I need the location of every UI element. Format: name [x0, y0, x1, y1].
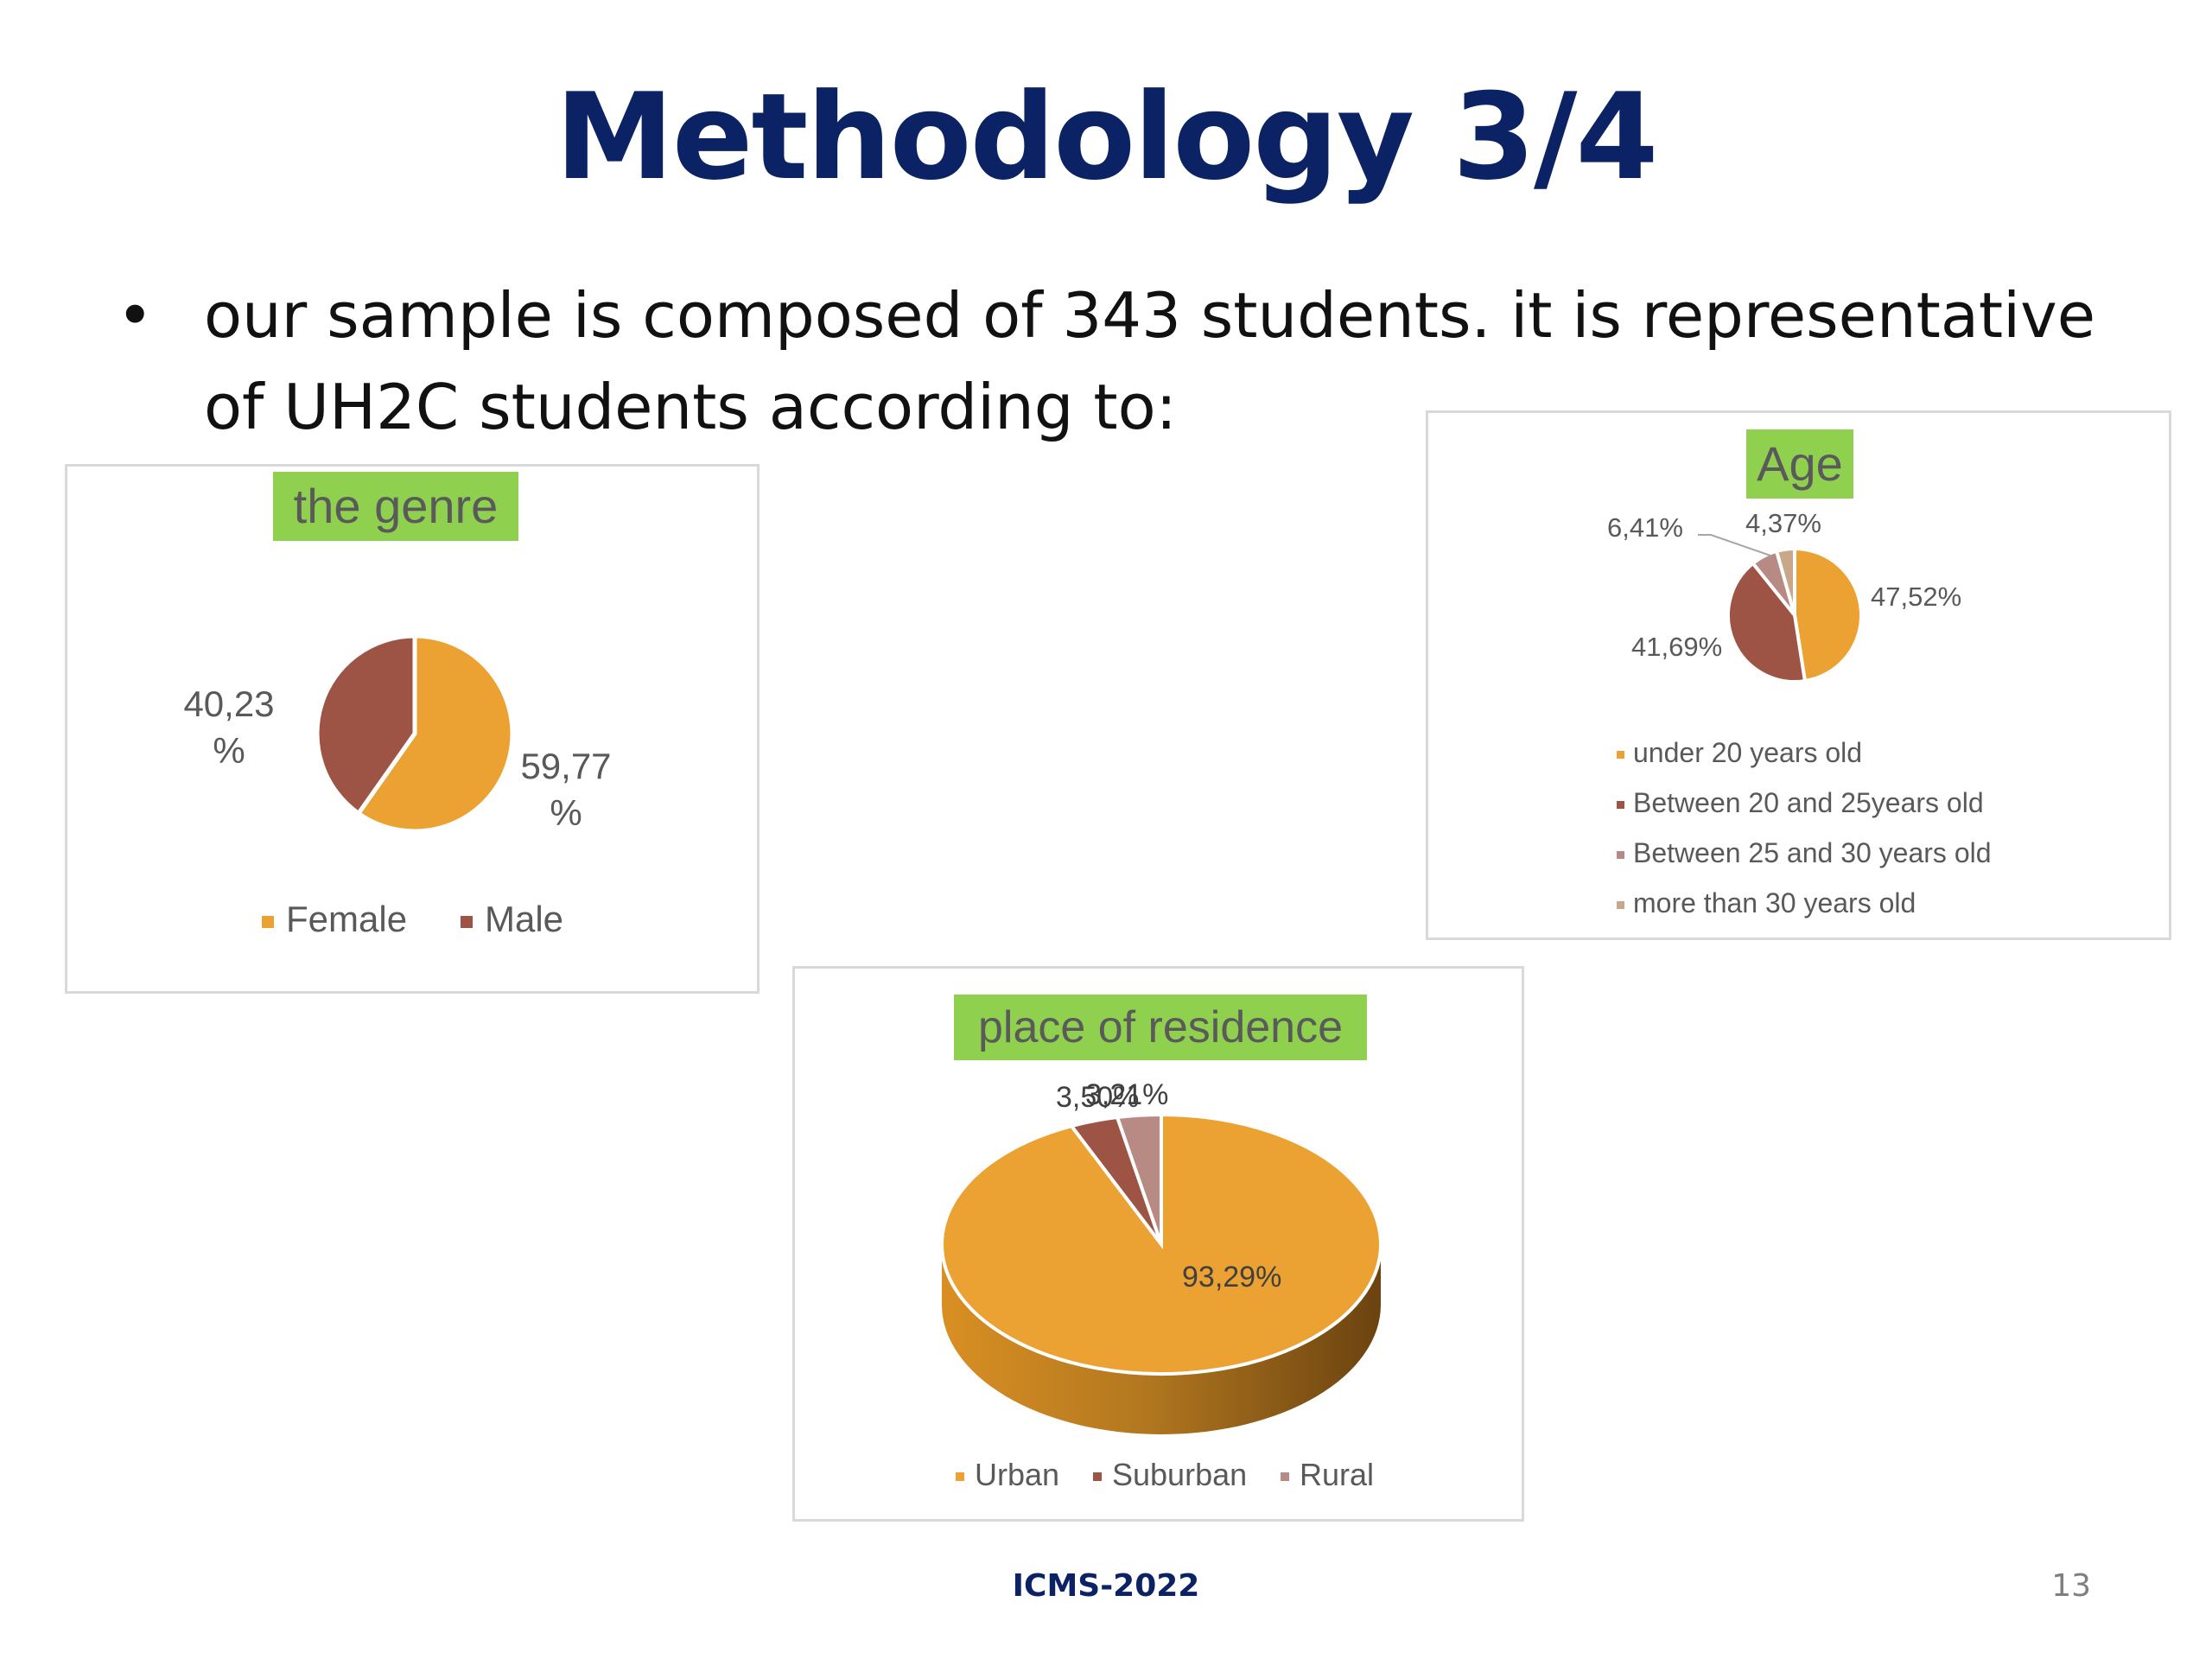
- genre-legend: Female Male: [67, 899, 762, 950]
- pie-slice-under-20: [1793, 546, 1863, 683]
- age-chart-title: Age: [1746, 429, 1853, 499]
- legend-item-under-20: under 20 years old: [1617, 737, 1862, 769]
- legend-swatch-female: [262, 915, 274, 928]
- legend-label-male: Male: [485, 899, 564, 939]
- genre-chart-panel: the genre 59,77 % 40,23 % Female Male: [65, 464, 760, 994]
- pie-slice-female: [355, 633, 515, 834]
- legend-swatch-suburban: [1093, 1472, 1102, 1482]
- legend-item-female: Female: [262, 899, 407, 940]
- residence-chart-title: place of residence: [954, 995, 1367, 1060]
- legend-swatch-urban: [956, 1472, 964, 1482]
- legend-item-urban: Urban: [956, 1457, 1059, 1493]
- footer-conference: ICMS-2022: [1012, 1568, 1200, 1604]
- leader-line-25-to-30: [1698, 534, 1771, 556]
- legend-swatch-over-30: [1617, 901, 1624, 910]
- legend-item-suburban: Suburban: [1093, 1457, 1247, 1493]
- data-label-25-to-30: 6,41%: [1607, 512, 1683, 543]
- legend-item-rural: Rural: [1281, 1457, 1374, 1493]
- legend-swatch-20-to-25: [1617, 801, 1624, 810]
- residence-chart-panel: place of residence 93,29% 3,50% 3,21% Ur…: [792, 966, 1524, 1522]
- age-pie-chart: [1698, 534, 1863, 683]
- genre-pie-chart: [315, 633, 515, 834]
- legend-label-female: Female: [286, 899, 408, 939]
- age-chart-panel: Age 47,52% 41,69% 6,41% 4,37% under 20 y…: [1426, 410, 2171, 940]
- data-label-suburban: 3,50%: [1056, 1081, 1140, 1114]
- residence-pie-chart: [940, 1112, 1382, 1434]
- legend-label-under-20: under 20 years old: [1633, 737, 1863, 768]
- legend-item-20-to-25: Between 20 and 25years old: [1617, 787, 1984, 819]
- legend-swatch-male: [461, 915, 473, 928]
- pie-slice-rural: [1115, 1112, 1163, 1245]
- data-label-under-20: 47,52%: [1871, 582, 1962, 612]
- legend-label-rural: Rural: [1300, 1457, 1375, 1492]
- data-label-over-30: 4,37%: [1745, 508, 1821, 538]
- pie-3d-side-wall: [942, 1244, 1381, 1434]
- legend-label-25-to-30: Between 25 and 30 years old: [1633, 837, 1992, 868]
- data-label-male: 40,23 %: [183, 683, 275, 771]
- legend-swatch-under-20: [1617, 751, 1624, 760]
- data-label-urban: 93,29%: [1182, 1261, 1282, 1294]
- legend-label-20-to-25: Between 20 and 25years old: [1633, 787, 1984, 818]
- pie-slice-urban: [940, 1112, 1382, 1376]
- legend-label-over-30: more than 30 years old: [1633, 887, 1916, 918]
- pie-slice-20-to-25: [1726, 561, 1808, 683]
- legend-item-over-30: more than 30 years old: [1617, 887, 1916, 919]
- data-label-female: 59,77 %: [520, 746, 612, 833]
- genre-chart-title: the genre: [273, 472, 518, 541]
- pie-slice-male: [315, 633, 417, 817]
- data-label-20-to-25: 41,69%: [1631, 632, 1723, 662]
- legend-label-urban: Urban: [975, 1457, 1060, 1492]
- legend-item-male: Male: [461, 899, 563, 940]
- pie-slice-over-30: [1774, 546, 1796, 616]
- data-label-rural: 3,21%: [1085, 1078, 1169, 1111]
- legend-item-25-to-30: Between 25 and 30 years old: [1617, 837, 1992, 869]
- page-number: 13: [2051, 1568, 2091, 1604]
- legend-swatch-25-to-30: [1617, 851, 1624, 860]
- bullet-icon: •: [117, 279, 154, 352]
- legend-swatch-rural: [1281, 1472, 1289, 1482]
- legend-label-suburban: Suburban: [1112, 1457, 1248, 1492]
- slide-title: Methodology 3/4: [555, 67, 1659, 207]
- bullet-text: our sample is composed of 343 students. …: [204, 279, 2096, 443]
